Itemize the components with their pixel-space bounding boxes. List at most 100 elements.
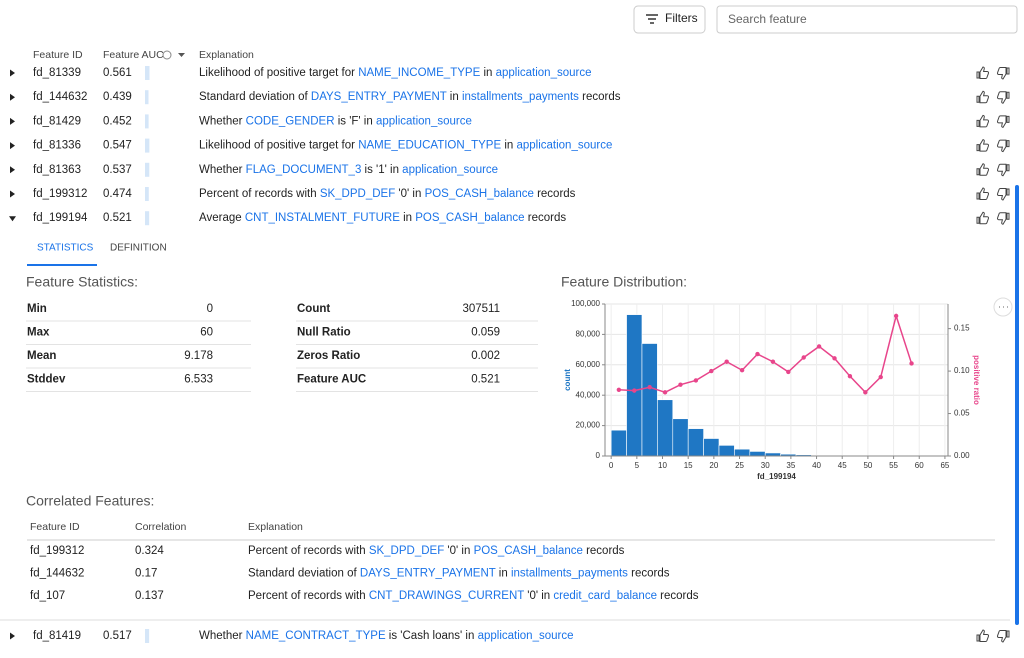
thumbs-up[interactable] <box>976 139 990 152</box>
stat-value: 0.521 <box>471 374 500 386</box>
ratio-point <box>662 390 668 395</box>
feature-id: fd_81429 <box>33 115 81 127</box>
filters-button[interactable] <box>633 5 706 34</box>
auc-bar <box>145 211 150 226</box>
filter-icon <box>646 14 658 24</box>
feature-link[interactable]: CNT_DRAWINGS_CURRENT <box>369 590 524 602</box>
feature-link[interactable]: credit_card_balance <box>553 590 657 602</box>
x-tick-label: 55 <box>889 461 898 470</box>
feature-link[interactable]: CODE_GENDER <box>246 115 335 127</box>
explanation-text: Average <box>199 212 245 224</box>
explanation-text: Likelihood of positive target for <box>199 67 358 79</box>
stat-value: 0 <box>207 303 213 315</box>
ratio-point <box>724 359 729 364</box>
feature-link[interactable]: installments_payments <box>511 568 628 580</box>
feature-link[interactable]: NAME_INCOME_TYPE <box>358 67 480 79</box>
feature-id: fd_81419 <box>33 630 81 642</box>
correlation: 0.137 <box>135 590 164 602</box>
scrollbar[interactable] <box>1015 185 1019 625</box>
filters-label[interactable]: Filters <box>665 11 698 25</box>
feature-link[interactable]: application_source <box>402 164 498 176</box>
tab[interactable]: DEFINITION <box>110 243 167 254</box>
feature-link[interactable]: POS_CASH_balance <box>415 212 524 224</box>
thumbs-down[interactable] <box>996 91 1010 104</box>
explanation-text: is 'Cash loans' in <box>386 630 478 642</box>
info-icon[interactable] <box>162 50 172 60</box>
column-header[interactable]: Feature AUC <box>103 49 164 61</box>
expand-arrow[interactable] <box>10 166 15 174</box>
x-tick-label: 50 <box>863 461 872 470</box>
explanation-text: in <box>496 568 511 580</box>
feature-link[interactable]: CNT_INSTALMENT_FUTURE <box>245 212 400 224</box>
feature-link[interactable]: POS_CASH_balance <box>474 545 583 557</box>
y2-tick-label: 0.05 <box>954 409 970 418</box>
bar <box>672 418 689 457</box>
y-tick-label: 60,000 <box>576 360 601 369</box>
thumbs-down[interactable] <box>996 212 1010 225</box>
column-header: Explanation <box>248 521 303 533</box>
feature-link[interactable]: installments_payments <box>462 91 579 103</box>
thumbs-up[interactable] <box>976 187 990 200</box>
feature-link[interactable]: application_source <box>496 67 592 79</box>
thumbs-down[interactable] <box>996 67 1010 80</box>
expand-arrow[interactable] <box>10 142 15 150</box>
expand-arrow[interactable] <box>10 190 15 198</box>
ratio-point <box>755 351 760 357</box>
feature-link[interactable]: application_source <box>516 140 612 152</box>
expand-arrow[interactable] <box>9 216 16 222</box>
stat-label: Mean <box>27 350 56 362</box>
thumbs-up[interactable] <box>976 211 990 225</box>
feature-link[interactable]: SK_DPD_DEF <box>320 188 395 200</box>
bar <box>687 428 704 457</box>
feature-id: fd_199194 <box>33 212 88 224</box>
explanation-text: Standard deviation of <box>199 91 311 103</box>
feature-link[interactable]: application_source <box>376 115 472 127</box>
feature-link[interactable]: DAYS_ENTRY_PAYMENT <box>360 568 496 580</box>
thumbs-down[interactable] <box>996 630 1010 643</box>
stat-label: Null Ratio <box>297 327 351 339</box>
feature-link[interactable]: SK_DPD_DEF <box>369 545 444 557</box>
search-input[interactable] <box>716 5 1018 34</box>
explanation-text: in <box>480 67 495 79</box>
auc-bar <box>145 187 149 201</box>
feature-id: fd_144632 <box>30 568 84 580</box>
feature-link[interactable]: NAME_CONTRACT_TYPE <box>246 630 386 642</box>
feature-link[interactable]: application_source <box>478 630 574 642</box>
ratio-point <box>786 369 791 375</box>
y2-tick-label: 0.10 <box>954 366 970 375</box>
explanation-text: in <box>501 140 516 152</box>
feature-link[interactable]: NAME_EDUCATION_TYPE <box>358 140 501 152</box>
expand-arrow[interactable] <box>10 93 15 101</box>
stat-value: 9.178 <box>184 350 213 362</box>
explanation-text: Percent of records with <box>248 590 369 602</box>
thumbs-up[interactable] <box>976 90 990 104</box>
column-header: Explanation <box>199 49 254 61</box>
tab[interactable]: STATISTICS <box>37 243 94 254</box>
search-placeholder[interactable]: Search feature <box>728 12 807 26</box>
thumbs-down[interactable] <box>996 115 1010 128</box>
feature-link[interactable]: POS_CASH_balance <box>425 188 534 200</box>
correlation: 0.17 <box>135 568 157 580</box>
explanation: Likelihood of positive target for NAME_E… <box>199 140 612 152</box>
explanation: Whether NAME_CONTRACT_TYPE is 'Cash loan… <box>199 630 573 642</box>
bar <box>657 399 674 457</box>
thumbs-down[interactable] <box>996 188 1010 201</box>
thumbs-down[interactable] <box>996 163 1010 177</box>
y2-axis-label: positive ratio <box>972 355 981 405</box>
explanation-text: records <box>628 568 670 580</box>
feature-link[interactable]: FLAG_DOCUMENT_3 <box>246 164 362 176</box>
thumbs-up[interactable] <box>976 629 990 642</box>
bar <box>641 343 658 457</box>
sort-icon[interactable] <box>178 53 185 57</box>
thumbs-up[interactable] <box>976 114 990 128</box>
thumbs-down[interactable] <box>996 139 1010 153</box>
section-title: Correlated Features: <box>26 493 154 509</box>
feature-link[interactable]: DAYS_ENTRY_PAYMENT <box>311 91 447 103</box>
thumbs-up[interactable] <box>976 163 990 176</box>
thumbs-up[interactable] <box>976 66 990 79</box>
expand-arrow[interactable] <box>10 69 15 77</box>
expand-arrow[interactable] <box>10 632 15 640</box>
expand-arrow[interactable] <box>10 117 15 125</box>
ratio-point <box>909 361 914 366</box>
